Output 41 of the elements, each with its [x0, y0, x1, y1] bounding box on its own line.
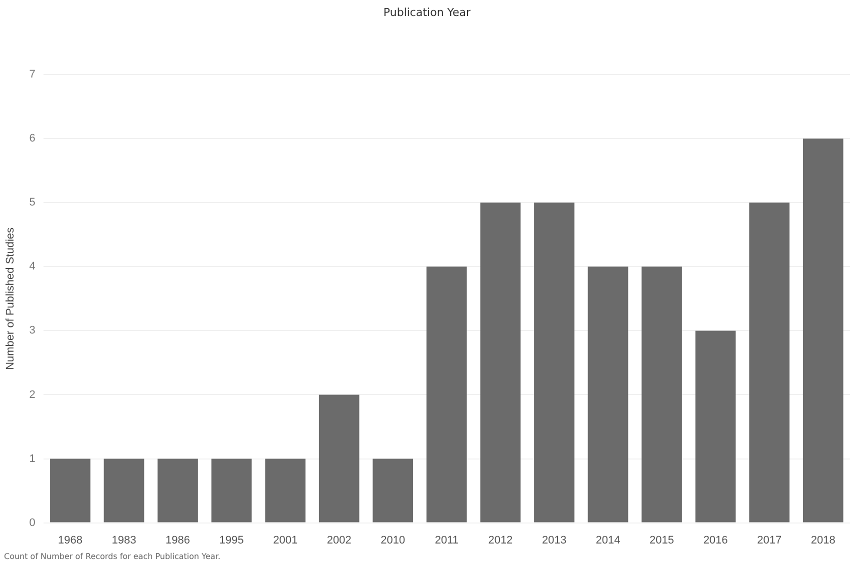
x-tick-label: 2002 — [326, 534, 352, 546]
bar — [104, 458, 144, 522]
bar — [50, 458, 90, 522]
x-tick-label: 1995 — [219, 534, 244, 546]
bar — [642, 266, 682, 522]
y-tick-label: 2 — [29, 388, 36, 401]
x-tick-label: 1983 — [112, 534, 136, 546]
y-tick-label: 7 — [29, 68, 36, 81]
bar — [211, 458, 252, 522]
y-axis-title: Number of Published Studies — [4, 226, 17, 370]
x-tick-label: 2018 — [810, 534, 836, 546]
x-tick-label: 2012 — [488, 534, 513, 546]
y-tick-label: 1 — [29, 452, 36, 465]
y-tick-label: 3 — [29, 324, 36, 337]
bar — [695, 330, 736, 522]
x-tick-label: 1968 — [58, 534, 82, 546]
x-tick-label: 2014 — [596, 534, 620, 546]
bar — [158, 458, 198, 522]
bar — [749, 202, 790, 522]
chart-title: Publication Year — [382, 6, 472, 19]
x-tick-label: 2011 — [434, 534, 458, 546]
bar — [265, 458, 306, 522]
y-tick-label: 4 — [29, 260, 36, 273]
x-tick-label: 2015 — [650, 534, 674, 546]
bar — [480, 202, 521, 522]
y-tick-label: 6 — [29, 132, 36, 145]
bar — [318, 394, 360, 522]
y-tick-label: 5 — [29, 196, 36, 209]
bar — [426, 266, 467, 522]
x-tick-label: 2001 — [273, 534, 298, 546]
y-tick-label: 0 — [29, 516, 36, 529]
x-tick-label: 1986 — [166, 534, 190, 546]
bar — [802, 138, 844, 522]
bar — [534, 202, 574, 522]
x-tick-label: 2013 — [542, 534, 566, 546]
x-tick-label: 2017 — [757, 534, 782, 546]
x-tick-label: 2010 — [380, 534, 406, 546]
x-tick-label: 2016 — [703, 534, 728, 546]
text: Count of Number of Records for each Publication Year. — [4, 552, 220, 561]
bar — [588, 266, 628, 522]
bar — [372, 458, 414, 522]
